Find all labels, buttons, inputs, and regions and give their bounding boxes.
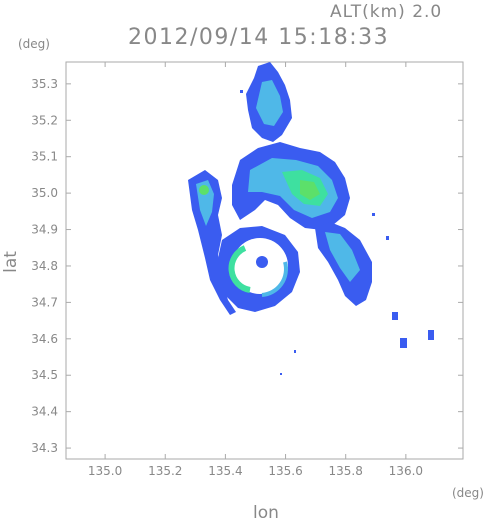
x-tick-label: 135.0	[88, 464, 122, 478]
x-tick-label: 135.4	[208, 464, 242, 478]
y-tick-label: 35.3	[31, 77, 58, 91]
x-tick-label: 135.6	[268, 464, 302, 478]
echo-east-core	[325, 232, 360, 282]
x-unit-label: (deg)	[452, 486, 484, 500]
y-unit-label: (deg)	[18, 37, 50, 51]
y-tick-label: 34.7	[31, 295, 58, 309]
echo-speck-2	[400, 338, 407, 348]
echo-speck-6	[372, 213, 375, 216]
echo-north-core	[256, 80, 283, 126]
y-tick-label: 35.0	[31, 186, 58, 200]
echo-speck-5	[280, 373, 282, 375]
echo-arc-outer	[261, 261, 288, 297]
echo-west-peak	[199, 185, 209, 195]
y-tick-label: 34.4	[31, 405, 58, 419]
echo-speck-8	[240, 90, 243, 93]
echo-speck-4	[294, 350, 296, 353]
y-tick-label: 34.8	[31, 259, 58, 273]
y-tick-label: 35.1	[31, 150, 58, 164]
y-tick-label: 34.5	[31, 368, 58, 382]
y-ticks: 34.3 34.4 34.5 34.6 34.7 34.8 34.9 35.0 35.1 35.2…	[31, 77, 463, 455]
echo-main-peak	[300, 180, 320, 200]
x-tick-label: 135.2	[148, 464, 182, 478]
timestamp-title: 2012/09/14 15:18:33	[128, 25, 390, 50]
echo-speck-7	[386, 236, 389, 240]
y-tick-label: 34.6	[31, 332, 58, 346]
x-tick-label: 136.0	[389, 464, 423, 478]
echo-center-blob	[256, 256, 268, 268]
echo-speck-3	[428, 330, 434, 340]
radar-echo	[188, 62, 434, 375]
x-ticks: 135.0 135.2 135.4 135.6 135.8 136.0	[88, 62, 423, 478]
echo-arc-inner	[228, 245, 251, 293]
x-axis-label: lon	[253, 503, 279, 523]
x-tick-label: 135.8	[329, 464, 363, 478]
y-tick-label: 34.3	[31, 441, 58, 455]
y-tick-label: 35.2	[31, 113, 58, 127]
y-tick-label: 34.9	[31, 223, 58, 237]
altitude-label: ALT(km) 2.0	[330, 2, 443, 22]
echo-speck-1	[392, 312, 398, 320]
